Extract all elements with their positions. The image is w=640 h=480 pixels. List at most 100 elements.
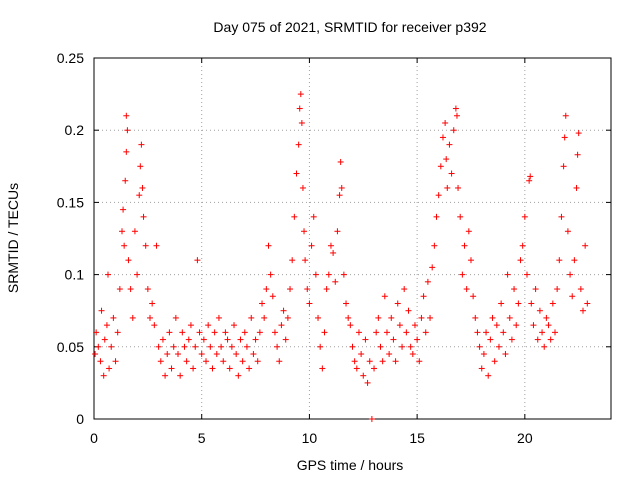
data-point: [106, 365, 113, 372]
data-point: [558, 213, 565, 220]
data-point: [491, 358, 498, 365]
data-point: [200, 336, 207, 343]
data-point: [560, 163, 567, 170]
data-point: [265, 242, 272, 249]
data-point: [153, 242, 160, 249]
data-point: [427, 314, 434, 321]
data-point: [444, 184, 451, 191]
data-point: [164, 351, 171, 358]
data-point: [166, 329, 173, 336]
data-point: [332, 278, 339, 285]
data-point: [231, 322, 238, 329]
data-point: [213, 351, 220, 358]
data-point: [120, 206, 127, 213]
y-axis-label: SRMTID / TECUs: [5, 183, 21, 293]
data-point: [157, 358, 164, 365]
data-point: [405, 307, 412, 314]
x-tick-label: 15: [409, 430, 425, 446]
data-point: [269, 293, 276, 300]
data-point: [375, 314, 382, 321]
data-point: [403, 329, 410, 336]
data-point: [248, 314, 255, 321]
data-point: [123, 112, 130, 119]
data-point: [241, 329, 248, 336]
data-point: [147, 314, 154, 321]
data-point: [114, 329, 121, 336]
data-point: [101, 336, 108, 343]
data-point: [500, 329, 507, 336]
data-point: [254, 358, 261, 365]
data-point: [92, 351, 99, 358]
data-point: [140, 213, 147, 220]
data-point: [582, 242, 589, 249]
data-point: [420, 293, 427, 300]
data-point: [323, 286, 330, 293]
data-point: [110, 314, 117, 321]
data-point: [192, 343, 199, 350]
x-tick-label: 5: [198, 430, 206, 446]
y-tick-label: 0: [76, 411, 84, 427]
data-point: [125, 257, 132, 264]
data-point: [274, 343, 281, 350]
data-point: [396, 322, 403, 329]
data-point: [424, 278, 431, 285]
data-point: [519, 242, 526, 249]
plot-frame: [93, 57, 612, 420]
chart-title: Day 075 of 2021, SRMTID for receiver p39…: [213, 19, 486, 35]
data-point: [358, 351, 365, 358]
data-point: [364, 379, 371, 386]
grid-lines: [94, 58, 611, 419]
data-point: [337, 158, 344, 165]
data-point: [93, 329, 100, 336]
data-point: [575, 130, 582, 137]
data-point: [442, 119, 449, 126]
data-point: [567, 271, 574, 278]
data-point: [399, 343, 406, 350]
data-point: [429, 264, 436, 271]
data-point: [297, 91, 304, 98]
data-point: [498, 300, 505, 307]
data-point: [315, 314, 322, 321]
data-point: [325, 271, 332, 278]
data-point: [215, 314, 222, 321]
data-point: [340, 271, 347, 278]
data-point: [377, 343, 384, 350]
data-point: [144, 286, 151, 293]
data-point: [172, 314, 179, 321]
data-point: [495, 343, 502, 350]
data-point: [119, 228, 126, 235]
data-point: [386, 351, 393, 358]
data-point: [448, 170, 455, 177]
data-point: [198, 351, 205, 358]
data-point: [224, 336, 231, 343]
data-point: [250, 351, 257, 358]
data-point: [439, 134, 446, 141]
data-point: [170, 343, 177, 350]
data-point: [573, 184, 580, 191]
data-point: [485, 372, 492, 379]
data-point: [455, 184, 462, 191]
data-point: [489, 314, 496, 321]
data-point: [569, 293, 576, 300]
data-point: [561, 134, 568, 141]
data-point: [185, 336, 192, 343]
data-point: [116, 286, 123, 293]
data-point: [252, 336, 259, 343]
data-point: [239, 358, 246, 365]
data-point: [472, 314, 479, 321]
data-point: [452, 105, 459, 112]
data-point: [261, 314, 268, 321]
data-point: [312, 271, 319, 278]
data-point: [351, 358, 358, 365]
data-point: [280, 307, 287, 314]
data-point: [123, 148, 130, 155]
data-point: [137, 163, 144, 170]
y-tick-label: 0.25: [57, 50, 84, 66]
data-point: [310, 213, 317, 220]
data-point: [487, 336, 494, 343]
data-point: [233, 351, 240, 358]
data-point: [306, 300, 313, 307]
data-point: [536, 307, 543, 314]
data-point: [343, 300, 350, 307]
data-point: [353, 365, 360, 372]
